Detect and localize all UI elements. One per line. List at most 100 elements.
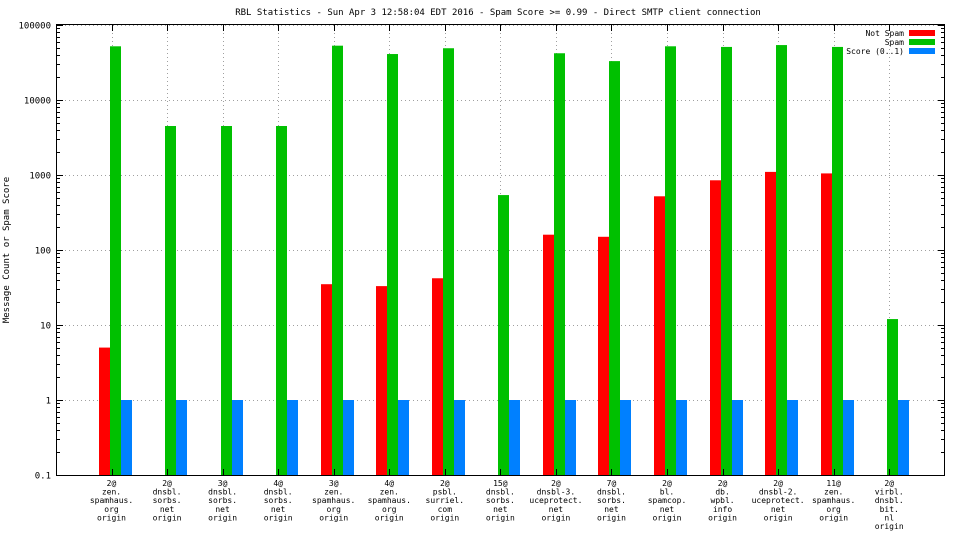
x-tick-label-line: origin xyxy=(875,522,904,531)
x-tick-label-line: origin xyxy=(264,513,293,522)
x-tick-label-line: origin xyxy=(430,513,459,522)
x-tick-label-line: net xyxy=(215,505,230,514)
bar-spam xyxy=(387,54,398,476)
legend-swatch xyxy=(909,39,935,45)
bar-not-spam xyxy=(321,284,332,475)
x-tick-label-line: dnsbl-3. xyxy=(537,488,576,497)
bar-score xyxy=(176,400,187,475)
bar-score xyxy=(121,400,132,475)
x-tick-label-line: net xyxy=(604,505,619,514)
x-tick-label-line: origin xyxy=(319,513,348,522)
x-tick-label-line: origin xyxy=(764,513,793,522)
bar-not-spam xyxy=(99,347,110,475)
x-tick-label-line: 2@ xyxy=(107,479,117,488)
y-tick-label: 10000 xyxy=(24,97,51,107)
x-tick-label-line: bl. xyxy=(660,488,674,497)
y-tick-label: 10 xyxy=(40,322,51,332)
bar-not-spam xyxy=(432,278,443,475)
x-tick-label-line: 3@ xyxy=(329,479,339,488)
y-tick-label: 0.1 xyxy=(35,472,51,482)
bar-not-spam xyxy=(765,171,776,475)
x-tick-label-line: dnsbl. xyxy=(486,488,515,497)
x-tick-label-line: virbl. xyxy=(875,488,904,497)
x-axis-category-labels: 2@zen.spamhaus.orgorigin2@dnsbl.sorbs.ne… xyxy=(90,25,904,531)
x-tick-label-line: surriel. xyxy=(426,496,465,505)
x-tick-label-line: 3@ xyxy=(218,479,228,488)
x-tick-label-line: zen. xyxy=(324,488,343,497)
x-tick-label-line: org xyxy=(382,505,397,514)
legend-label: Score (0..1) xyxy=(846,47,904,56)
x-tick-label-line: spamhaus. xyxy=(312,496,355,505)
bar-spam xyxy=(665,46,676,476)
bar-spam xyxy=(276,126,287,475)
x-tick-label-line: origin xyxy=(153,513,182,522)
bar-not-spam xyxy=(376,286,387,475)
bar-score xyxy=(343,400,354,475)
x-tick-label-line: org xyxy=(104,505,119,514)
x-tick-label-line: origin xyxy=(708,513,737,522)
x-tick-label-line: psbl. xyxy=(433,488,457,497)
bar-series xyxy=(99,45,909,476)
x-tick-label-line: 2@ xyxy=(662,479,672,488)
x-tick-label-line: sorbs. xyxy=(153,496,182,505)
x-tick-label-line: origin xyxy=(541,513,570,522)
x-tick-label-line: sorbs. xyxy=(597,496,626,505)
bar-score xyxy=(732,400,743,475)
bar-score xyxy=(509,400,520,475)
x-tick-label-line: wpbl. xyxy=(711,496,735,505)
bar-not-spam xyxy=(543,234,554,475)
bar-spam xyxy=(721,46,732,475)
bar-not-spam xyxy=(598,236,609,475)
x-tick-label-line: nl xyxy=(884,513,894,522)
x-tick-label-line: 15@ xyxy=(493,479,508,488)
x-tick-label-line: dnsbl. xyxy=(153,488,182,497)
x-tick-label-line: sorbs. xyxy=(208,496,237,505)
y-tick-label: 100 xyxy=(35,247,51,257)
x-tick-label-line: uceprotect. xyxy=(529,496,582,505)
y-axis-label: Message Count or Spam Score xyxy=(2,177,12,323)
x-tick-label-line: uceprotect. xyxy=(752,496,805,505)
bar-score xyxy=(565,400,576,475)
x-tick-label-line: net xyxy=(160,505,175,514)
x-tick-label-line: net xyxy=(271,505,286,514)
plot-frame xyxy=(56,24,945,476)
bar-score xyxy=(620,400,631,475)
x-tick-label-line: 2@ xyxy=(884,479,894,488)
x-tick-label-line: net xyxy=(771,505,786,514)
x-tick-label-line: 2@ xyxy=(551,479,561,488)
x-tick-label-line: origin xyxy=(653,513,682,522)
x-tick-label-line: zen. xyxy=(380,488,399,497)
x-tick-label-line: 4@ xyxy=(384,479,394,488)
x-tick-label-line: dnsbl. xyxy=(875,496,904,505)
x-tick-label-line: net xyxy=(660,505,675,514)
x-tick-label-line: org xyxy=(826,505,841,514)
x-tick-label-line: net xyxy=(549,505,564,514)
x-tick-label-line: sorbs. xyxy=(486,496,515,505)
x-tick-label-line: origin xyxy=(97,513,126,522)
x-tick-label-line: sorbs. xyxy=(264,496,293,505)
x-tick-label-line: origin xyxy=(375,513,404,522)
x-tick-label-line: zen. xyxy=(824,488,843,497)
bar-score xyxy=(398,400,409,475)
x-tick-label-line: origin xyxy=(486,513,515,522)
x-tick-label-line: spamhaus. xyxy=(812,496,855,505)
x-tick-label-line: net xyxy=(493,505,508,514)
x-tick-label-line: 2@ xyxy=(440,479,450,488)
x-tick-label-line: 2@ xyxy=(773,479,783,488)
bar-spam xyxy=(332,45,343,475)
y-axis-ticks: 0.1 1 10 100 1000 10000 100000 xyxy=(18,22,944,482)
bar-spam xyxy=(443,48,454,476)
y-tick-label: 1 xyxy=(46,397,51,407)
bar-spam xyxy=(110,46,121,476)
bar-spam xyxy=(498,195,509,475)
x-tick-label-line: origin xyxy=(819,513,848,522)
bar-not-spam xyxy=(710,180,721,475)
x-tick-label-line: 11@ xyxy=(826,479,841,488)
chart-title: RBL Statistics - Sun Apr 3 12:58:04 EDT … xyxy=(235,8,761,18)
x-tick-label-line: dnsbl. xyxy=(264,488,293,497)
x-tick-label-line: 2@ xyxy=(718,479,728,488)
x-tick-label-line: zen. xyxy=(102,488,121,497)
x-tick-label-line: dnsbl-2. xyxy=(759,488,798,497)
bar-spam xyxy=(832,46,843,475)
